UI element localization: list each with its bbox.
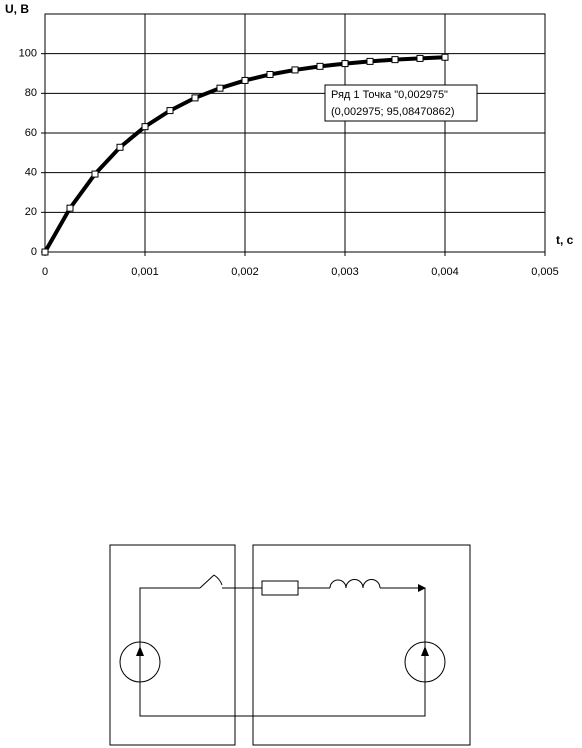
point-marker [216,84,224,92]
x-tick-label: 0,003 [331,266,359,278]
arrow [136,646,144,656]
inductor [329,579,381,589]
point-marker [391,56,399,64]
wire [139,587,200,642]
tooltip-line: (0,002975; 95,08470862) [331,106,455,118]
wire [139,682,426,717]
y-tick-label: 100 [19,48,37,60]
y-tick-label: 40 [25,167,37,179]
x-tick-label: 0,002 [231,266,259,278]
point-marker [441,53,449,61]
point-marker [291,66,299,74]
x-tick-label: 0,005 [531,266,559,278]
resistor [261,580,299,596]
point-marker [241,76,249,84]
switch-arc [213,574,223,586]
plot: 0 20 40 60 80 100 0 0,001 0,002 0,003 0,004 0,005 [19,13,559,278]
point-marker [191,94,199,102]
point-marker [166,107,174,115]
point-marker [66,204,74,212]
point-marker [116,143,124,151]
tooltip-line: Ряд 1 Точка "0,002975" [331,89,448,101]
y-tick-label: 0 [31,246,37,258]
plot-border [44,13,546,253]
y-tick-label: 20 [25,206,37,218]
tooltip-box [324,84,478,122]
arrow [418,584,426,592]
point-marker [316,62,324,70]
x-axis-label: t, c [556,233,574,247]
point-marker [91,170,99,178]
right-box [252,544,471,746]
x-tick-label: 0 [42,266,48,278]
arrow [421,646,429,656]
point-marker [366,57,374,65]
left-box [109,544,236,746]
point-marker [266,70,274,78]
y-tick-label: 80 [25,87,37,99]
point-marker [341,60,349,68]
y-axis-label: U, B [5,2,29,16]
point-marker [141,123,149,131]
point-marker [416,54,424,62]
x-tick-label: 0,004 [431,266,459,278]
y-tick-label: 60 [25,127,37,139]
switch [199,574,215,589]
x-tick-label: 0,001 [131,266,159,278]
circuit [109,544,471,746]
point-marker [41,248,49,256]
